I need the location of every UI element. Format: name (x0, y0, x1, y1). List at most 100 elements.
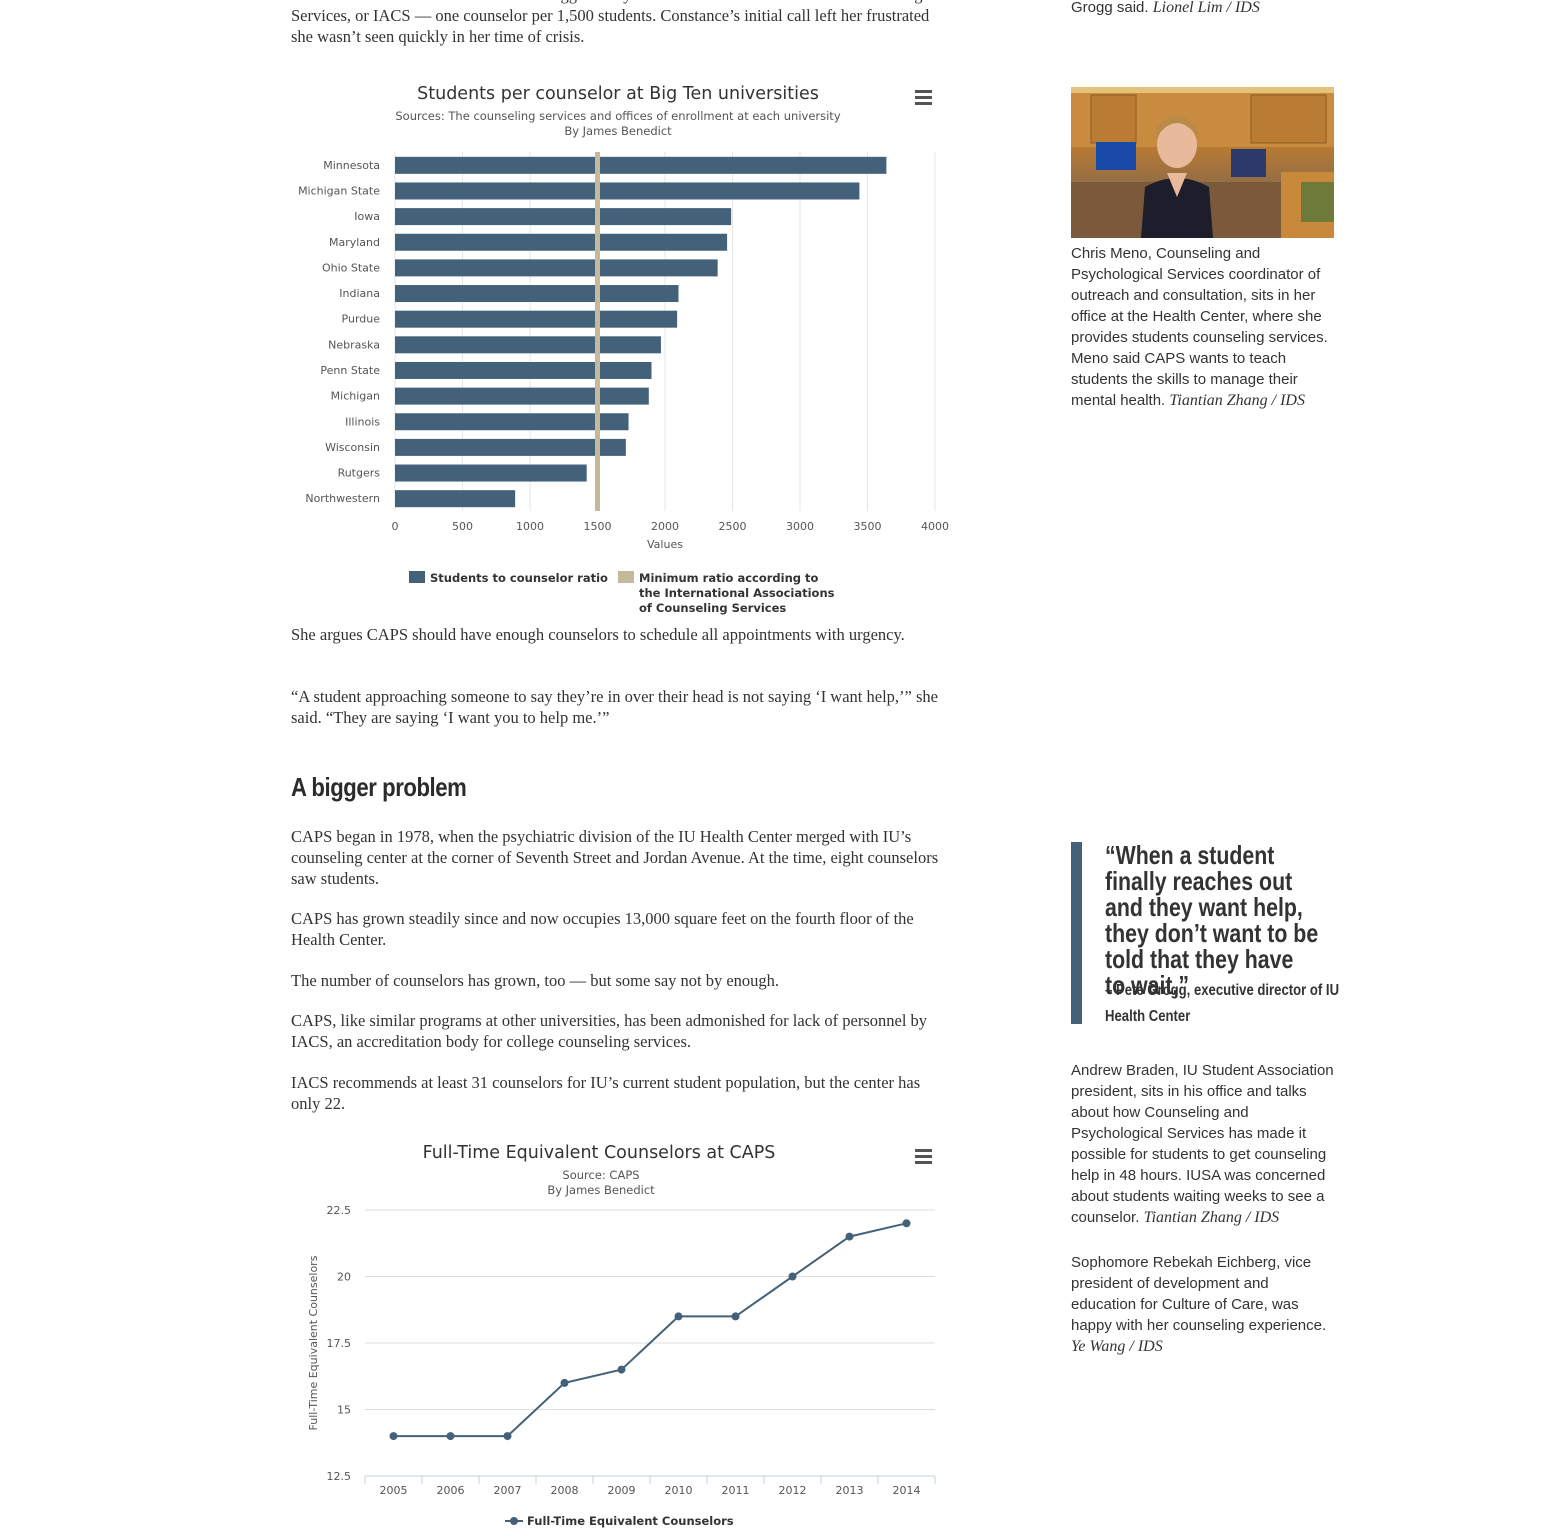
line-chart-x-tick: 2011 (722, 1484, 750, 1497)
chart-menu-button[interactable] (911, 85, 936, 107)
bar-chart-bar (395, 259, 718, 277)
photo-illustration (1071, 87, 1334, 238)
bar-chart-x-tick: 1000 (516, 520, 544, 533)
eichberg-caption-credit: Ye Wang / IDS (1071, 1338, 1163, 1355)
bar-chart-bar (395, 361, 652, 379)
line-chart-point (902, 1219, 911, 1228)
line-chart-y-tick: 12.5 (327, 1470, 352, 1483)
bar-chart-category-label: Minnesota (323, 159, 380, 172)
bar-chart-category-label: Michigan (331, 390, 380, 403)
braden-caption: Andrew Braden, IU Student Association pr… (1071, 1060, 1336, 1228)
line-chart-x-tick: 2005 (380, 1484, 408, 1497)
line-chart-point (845, 1232, 854, 1241)
line-chart-point (617, 1365, 626, 1374)
menu-line[interactable] (915, 1149, 932, 1152)
bar-chart-bar (395, 233, 728, 251)
bar-chart-category-label: Penn State (320, 364, 380, 377)
top-caption-text: Grogg said. (1071, 0, 1149, 16)
bar-chart-bar (395, 285, 679, 303)
bar-chart-bar (395, 387, 649, 405)
line-chart-legend-label[interactable]: Full-Time Equivalent Counselors (527, 1514, 734, 1528)
bar-chart: Students per counselor at Big Ten univer… (298, 84, 949, 615)
paragraph-number: The number of counselors has grown, too … (291, 971, 780, 990)
line-chart-y-tick: 22.5 (327, 1204, 352, 1217)
menu-line[interactable] (915, 1161, 932, 1164)
bar-chart-bar (395, 490, 516, 508)
line-chart-x-tick: 2008 (551, 1484, 579, 1497)
bar-chart-category-label: Ohio State (322, 261, 380, 274)
line-chart-subtitle: Source: CAPS (562, 1168, 639, 1182)
line-chart-byline: By James Benedict (547, 1183, 655, 1197)
eichberg-caption-text: Sophomore Rebekah Eichberg, vice preside… (1071, 1254, 1327, 1334)
bar-chart-legend-swatch-minimum (618, 571, 634, 583)
chart-menu-icon[interactable] (911, 1144, 936, 1166)
bar-chart-x-tick: 2000 (651, 520, 679, 533)
bar-chart-legend-ratio[interactable]: Students to counselor ratio (430, 571, 608, 585)
menu-line[interactable] (915, 102, 932, 105)
bar-chart-legend-swatch-ratio (409, 571, 425, 583)
pull-quote: “When a student finally reaches out and … (1071, 840, 1341, 1025)
top-caption-credit: Lionel Lim / IDS (1152, 0, 1260, 16)
bar-chart-x-tick: 4000 (921, 520, 949, 533)
bar-chart-x-axis-label: Values (647, 538, 683, 551)
bar-chart-bar (395, 413, 629, 431)
bar-chart-bar (395, 182, 860, 200)
line-chart-x-tick: 2007 (494, 1484, 522, 1497)
paragraph-admonished: CAPS, like similar programs at other uni… (291, 1011, 928, 1051)
line-chart-point (389, 1432, 398, 1441)
line-chart-point (674, 1312, 683, 1321)
menu-line[interactable] (915, 96, 932, 99)
menu-line[interactable] (915, 1155, 932, 1158)
line-chart-legend-marker (510, 1517, 518, 1525)
intro-paragraph: counselors to meet the minimum ratio sug… (291, 0, 930, 46)
braden-caption-text: Andrew Braden, IU Student Association pr… (1071, 1062, 1334, 1226)
bar-chart-bar (395, 438, 626, 456)
line-chart-point (446, 1432, 455, 1441)
bar-chart-category-label: Iowa (354, 210, 380, 223)
chart-menu-icon[interactable] (911, 85, 936, 107)
bar-chart-category-label: Michigan State (298, 184, 380, 197)
pull-quote-text: “When a student finally reaches out and … (1105, 840, 1319, 1000)
line-chart-y-tick: 20 (337, 1271, 351, 1284)
line-chart-point (503, 1432, 512, 1441)
bar-chart-title: Students per counselor at Big Ten univer… (417, 84, 819, 104)
paragraph-urgency: She argues CAPS should have enough couns… (291, 625, 905, 644)
line-chart-x-tick: 2014 (893, 1484, 921, 1497)
photo-caption-text: Chris Meno, Counseling and Psychological… (1071, 245, 1328, 409)
section-heading: A bigger problem (291, 772, 467, 802)
bar-chart-category-label: Northwestern (305, 492, 380, 505)
menu-line[interactable] (915, 90, 932, 93)
line-chart: Full-Time Equivalent Counselors at CAPS S… (307, 1143, 936, 1528)
bar-chart-x-tick: 3500 (854, 520, 882, 533)
bar-chart-legend-minimum-line3[interactable]: of Counseling Services (639, 601, 786, 615)
bar-chart-bar (395, 156, 887, 174)
chart-menu-button[interactable] (911, 1144, 936, 1166)
bar-chart-legend-minimum-line1[interactable]: Minimum ratio according to (639, 571, 819, 585)
line-chart-point (560, 1378, 569, 1387)
line-chart-point (731, 1312, 740, 1321)
paragraph-1978: CAPS began in 1978, when the psychiatric… (291, 827, 939, 888)
bar-chart-x-tick: 1500 (584, 520, 612, 533)
bar-chart-bar (395, 208, 732, 226)
bar-chart-x-tick: 0 (392, 520, 399, 533)
line-chart-x-tick: 2012 (779, 1484, 807, 1497)
bar-chart-bar (395, 464, 587, 482)
bar-chart-reference-line (595, 152, 600, 511)
photo-caption: Chris Meno, Counseling and Psychological… (1071, 243, 1336, 411)
line-chart-title: Full-Time Equivalent Counselors at CAPS (423, 1143, 776, 1163)
bar-chart-byline: By James Benedict (564, 124, 672, 138)
bar-chart-category-label: Rutgers (338, 467, 381, 480)
pull-quote-attribution: – Pete Grogg, executive director of IU H… (1105, 982, 1340, 1025)
line-chart-container: Full-Time Equivalent Counselors at CAPS S… (291, 1134, 951, 1531)
line-chart-series-line (393, 1222, 907, 1438)
photo-caption-credit: Tiantian Zhang / IDS (1169, 392, 1305, 409)
top-caption: Grogg said. Lionel Lim / IDS (1071, 0, 1336, 18)
bar-chart-x-tick: 3000 (786, 520, 814, 533)
line-chart-x-tick: 2010 (665, 1484, 693, 1497)
bar-chart-subtitle: Sources: The counseling services and off… (395, 109, 840, 123)
line-chart-point (788, 1272, 797, 1281)
pull-quote-bar (1071, 842, 1082, 1024)
paragraph-quote: “A student approaching someone to say th… (291, 687, 938, 727)
bar-chart-category-label: Wisconsin (325, 441, 380, 454)
bar-chart-legend-minimum-line2[interactable]: the International Associations (639, 586, 835, 600)
